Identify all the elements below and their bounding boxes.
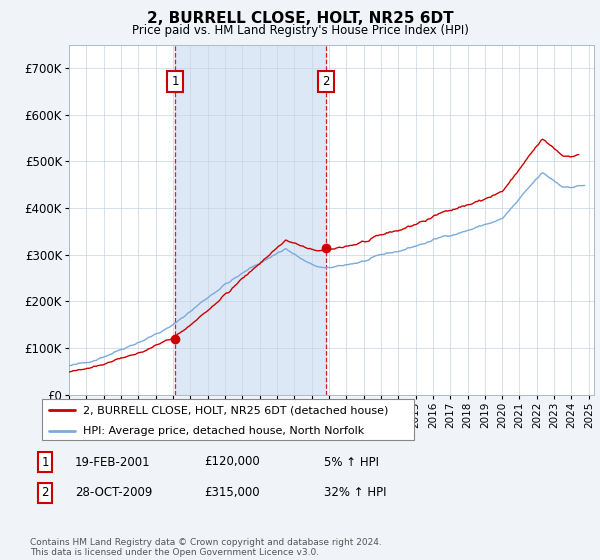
Text: 2, BURRELL CLOSE, HOLT, NR25 6DT (detached house): 2, BURRELL CLOSE, HOLT, NR25 6DT (detach… xyxy=(83,405,388,415)
Text: £315,000: £315,000 xyxy=(204,486,260,500)
Text: £120,000: £120,000 xyxy=(204,455,260,469)
Text: Price paid vs. HM Land Registry's House Price Index (HPI): Price paid vs. HM Land Registry's House … xyxy=(131,24,469,37)
Text: 32% ↑ HPI: 32% ↑ HPI xyxy=(324,486,386,500)
Text: 1: 1 xyxy=(172,75,179,88)
Text: 2: 2 xyxy=(322,75,330,88)
Text: 5% ↑ HPI: 5% ↑ HPI xyxy=(324,455,379,469)
Bar xyxy=(175,45,326,395)
Text: HPI: Average price, detached house, North Norfolk: HPI: Average price, detached house, Nort… xyxy=(83,426,364,436)
Text: Contains HM Land Registry data © Crown copyright and database right 2024.
This d: Contains HM Land Registry data © Crown c… xyxy=(30,538,382,557)
Text: 19-FEB-2001: 19-FEB-2001 xyxy=(75,455,151,469)
Text: 2: 2 xyxy=(41,486,49,500)
Text: 2, BURRELL CLOSE, HOLT, NR25 6DT: 2, BURRELL CLOSE, HOLT, NR25 6DT xyxy=(146,11,454,26)
Text: 28-OCT-2009: 28-OCT-2009 xyxy=(75,486,152,500)
Text: 1: 1 xyxy=(41,455,49,469)
